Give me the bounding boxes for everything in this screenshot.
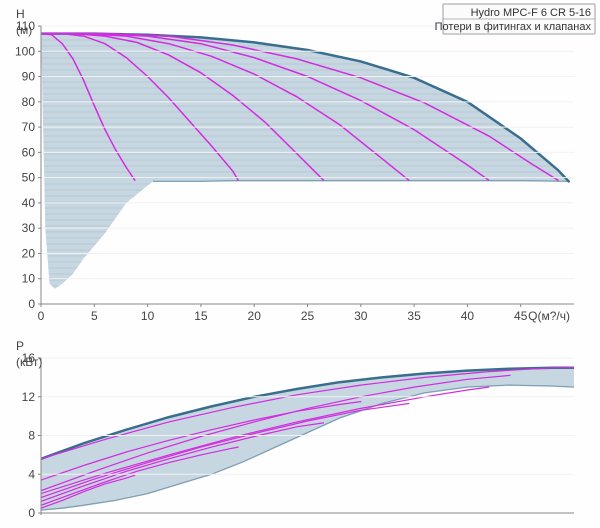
svg-text:100: 100 xyxy=(15,44,35,58)
svg-text:0: 0 xyxy=(28,506,35,520)
svg-text:(м): (м) xyxy=(16,23,32,37)
svg-text:0: 0 xyxy=(28,297,35,311)
pump-curve-chart: { "layout": { "width": 600, "height": 52… xyxy=(0,0,600,528)
svg-text:45: 45 xyxy=(514,309,528,323)
svg-text:12: 12 xyxy=(22,390,36,404)
svg-text:20: 20 xyxy=(22,246,36,260)
svg-text:10: 10 xyxy=(141,309,155,323)
svg-text:H: H xyxy=(16,7,25,21)
svg-text:Hydro MPC-F 6 CR 5-16: Hydro MPC-F 6 CR 5-16 xyxy=(471,7,591,19)
svg-text:90: 90 xyxy=(22,70,36,84)
svg-text:70: 70 xyxy=(22,120,36,134)
svg-text:40: 40 xyxy=(22,196,36,210)
svg-text:Потери в фитингах и клапанах: Потери в фитингах и клапанах xyxy=(435,21,592,33)
svg-text:30: 30 xyxy=(22,221,36,235)
svg-text:(кВт): (кВт) xyxy=(16,355,42,369)
svg-text:Q(м?/ч): Q(м?/ч) xyxy=(528,309,570,323)
svg-text:30: 30 xyxy=(354,309,368,323)
svg-text:20: 20 xyxy=(248,309,262,323)
svg-text:35: 35 xyxy=(407,309,421,323)
svg-text:15: 15 xyxy=(194,309,208,323)
svg-text:4: 4 xyxy=(28,467,35,481)
svg-text:50: 50 xyxy=(22,171,36,185)
svg-text:10: 10 xyxy=(22,272,36,286)
svg-text:P: P xyxy=(16,339,24,353)
svg-text:25: 25 xyxy=(301,309,315,323)
svg-text:8: 8 xyxy=(28,429,35,443)
svg-text:5: 5 xyxy=(91,309,98,323)
svg-text:0: 0 xyxy=(38,309,45,323)
svg-text:40: 40 xyxy=(461,309,475,323)
svg-text:60: 60 xyxy=(22,145,36,159)
svg-text:80: 80 xyxy=(22,95,36,109)
chart-canvas: 0102030405060708090100110051015202530354… xyxy=(0,0,600,528)
